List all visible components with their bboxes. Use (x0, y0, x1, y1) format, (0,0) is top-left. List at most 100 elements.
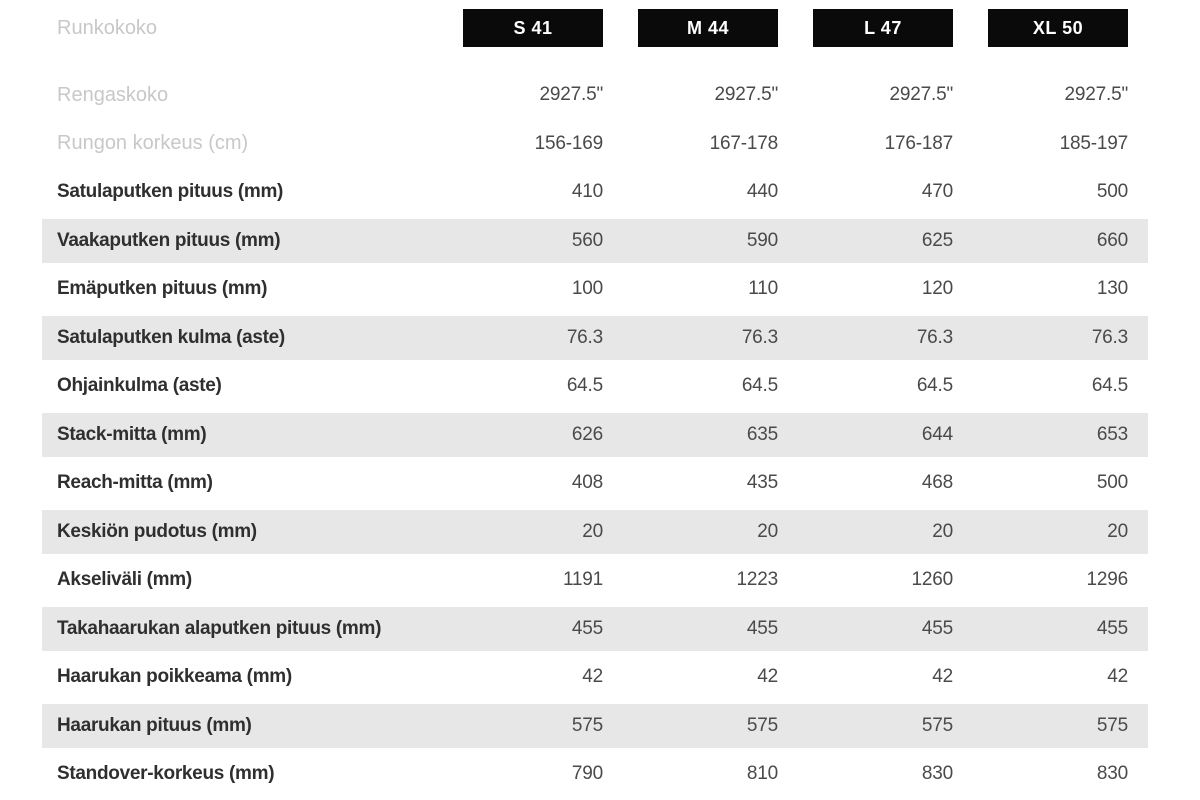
row-value: 1296 (1086, 569, 1129, 591)
row-value: 76.3 (916, 326, 953, 348)
row-value: 185-197 (1059, 132, 1129, 154)
table-row: Reach-mitta (mm) 408 435 468 500 (42, 459, 1148, 508)
row-value: 20 (932, 520, 953, 542)
size-badge-s-41[interactable]: S 41 (463, 9, 603, 47)
row-value: 455 (571, 617, 603, 639)
header-row: Runkokoko S 41 M 44 L 47 XL 50 (42, 0, 1148, 71)
table-row: Rengaskoko 2927.5" 2927.5" 2927.5" 2927.5" (42, 71, 1148, 120)
row-value: 575 (1096, 714, 1128, 736)
row-value: 156-169 (534, 132, 604, 154)
row-value: 42 (582, 666, 603, 688)
row-value: 42 (932, 666, 953, 688)
row-value: 590 (746, 229, 778, 251)
row-label: Haarukan poikkeama (mm) (57, 666, 292, 688)
row-value: 64.5 (916, 375, 953, 397)
row-value: 500 (1096, 181, 1128, 203)
row-value: 42 (757, 666, 778, 688)
row-label: Standover-korkeus (mm) (57, 763, 275, 785)
row-label: Stack-mitta (mm) (57, 423, 207, 445)
row-value: 575 (921, 714, 953, 736)
row-value: 1191 (562, 569, 603, 591)
row-value: 2927.5" (539, 84, 604, 106)
row-value: 635 (746, 423, 778, 445)
table-row: Stack-mitta (mm) 626 635 644 653 (42, 410, 1148, 459)
row-value: 575 (746, 714, 778, 736)
row-value: 830 (1096, 763, 1128, 785)
row-value: 468 (921, 472, 953, 494)
row-value: 20 (582, 520, 603, 542)
row-value: 455 (1096, 617, 1128, 639)
row-label: Emäputken pituus (mm) (57, 278, 268, 300)
row-value: 435 (746, 472, 778, 494)
row-value: 455 (921, 617, 953, 639)
row-value: 455 (746, 617, 778, 639)
row-value: 76.3 (1091, 326, 1128, 348)
row-value: 440 (746, 181, 778, 203)
row-label: Rengaskoko (57, 83, 169, 106)
table-body: Rengaskoko 2927.5" 2927.5" 2927.5" 2927.5" Ru… (0, 71, 1200, 799)
table-row: Haarukan poikkeama (mm) 42 42 42 42 (42, 653, 1148, 702)
row-label: Satulaputken kulma (aste) (57, 326, 285, 348)
table-row: Emäputken pituus (mm) 100 110 120 130 (42, 265, 1148, 314)
row-value: 653 (1096, 423, 1128, 445)
row-value: 2927.5" (1064, 84, 1129, 106)
row-value: 830 (921, 763, 953, 785)
table-row: Ohjainkulma (aste) 64.5 64.5 64.5 64.5 (42, 362, 1148, 411)
row-label: Satulaputken pituus (mm) (57, 181, 284, 203)
table-row: Haarukan pituus (mm) 575 575 575 575 (42, 701, 1148, 750)
row-value: 1223 (736, 569, 779, 591)
size-column-header: L 47 (778, 9, 953, 47)
table-row: Akseliväli (mm) 1191 1223 1260 1296 (42, 556, 1148, 605)
row-value: 500 (1096, 472, 1128, 494)
row-label: Haarukan pituus (mm) (57, 714, 252, 736)
row-value: 2927.5" (889, 84, 954, 106)
table-row: Satulaputken kulma (aste) 76.3 76.3 76.3 76.… (42, 313, 1148, 362)
size-column-header: XL 50 (953, 9, 1128, 47)
row-value: 176-187 (884, 132, 954, 154)
row-value: 626 (571, 423, 603, 445)
row-label: Keskiön pudotus (mm) (57, 520, 257, 542)
table-row: Rungon korkeus (cm) 156-169 167-178 176-187… (42, 120, 1148, 169)
table-row: Standover-korkeus (mm) 790 810 830 830 (42, 750, 1148, 799)
size-column-header: S 41 (428, 9, 603, 47)
frame-size-label: Runkokoko (57, 17, 158, 39)
row-value: 408 (571, 472, 603, 494)
row-value: 76.3 (566, 326, 603, 348)
row-value: 644 (921, 423, 953, 445)
row-value: 560 (571, 229, 603, 251)
row-value: 120 (921, 278, 953, 300)
row-value: 76.3 (741, 326, 778, 348)
size-column-header: M 44 (603, 9, 778, 47)
row-value: 575 (571, 714, 603, 736)
row-value: 110 (748, 278, 778, 300)
row-label: Takahaarukan alaputken pituus (mm) (57, 617, 382, 639)
row-value: 42 (1107, 666, 1128, 688)
row-value: 64.5 (566, 375, 603, 397)
row-label: Vaakaputken pituus (mm) (57, 229, 281, 251)
row-label: Reach-mitta (mm) (57, 472, 213, 494)
table-row: Vaakaputken pituus (mm) 560 590 625 660 (42, 216, 1148, 265)
row-value: 790 (571, 763, 603, 785)
row-value: 64.5 (1091, 375, 1128, 397)
row-value: 410 (571, 181, 603, 203)
row-label: Rungon korkeus (cm) (57, 132, 249, 155)
size-badge-l-47[interactable]: L 47 (813, 9, 953, 47)
table-row: Keskiön pudotus (mm) 20 20 20 20 (42, 507, 1148, 556)
size-badge-xl-50[interactable]: XL 50 (988, 9, 1128, 47)
table-row: Satulaputken pituus (mm) 410 440 470 500 (42, 168, 1148, 217)
row-value: 2927.5" (714, 84, 779, 106)
row-value: 130 (1096, 278, 1128, 300)
row-value: 100 (571, 278, 603, 300)
size-badge-m-44[interactable]: M 44 (638, 9, 778, 47)
row-value: 470 (921, 181, 953, 203)
row-value: 1260 (911, 569, 954, 591)
row-value: 810 (746, 763, 778, 785)
row-label: Akseliväli (mm) (57, 569, 192, 591)
row-value: 20 (1107, 520, 1128, 542)
row-value: 167-178 (709, 132, 779, 154)
table-row: Takahaarukan alaputken pituus (mm) 455 455… (42, 604, 1148, 653)
row-value: 20 (757, 520, 778, 542)
row-value: 64.5 (741, 375, 778, 397)
row-value: 625 (921, 229, 953, 251)
